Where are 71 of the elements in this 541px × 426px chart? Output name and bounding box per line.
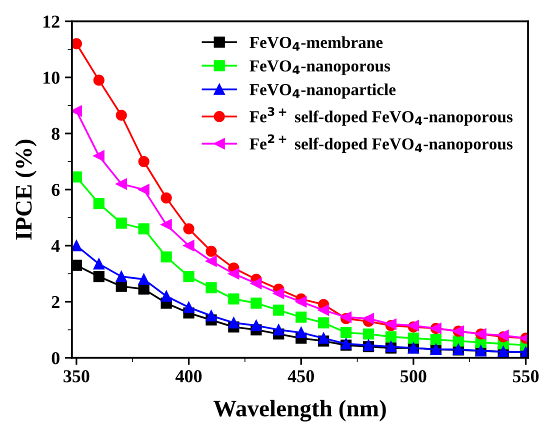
point (340, 327, 352, 338)
x-tick-label: 500 (400, 370, 426, 382)
y-tick-label: 2 (52, 296, 60, 308)
y-tick-label: 0 (52, 352, 60, 364)
point (206, 246, 217, 257)
point (183, 223, 194, 234)
point (250, 320, 262, 332)
point (138, 156, 150, 168)
point (408, 332, 419, 344)
point (93, 150, 104, 162)
point (273, 324, 284, 336)
legend-label: Fe$^{2+}$ self-doped FeVO$_{4}$-nanoporous (250, 134, 513, 153)
point (430, 334, 442, 346)
point (160, 251, 172, 262)
legend-label: FeVO$_{4}$-membrane (250, 36, 383, 51)
x-tick-label: 450 (288, 370, 314, 382)
point (296, 312, 307, 323)
point (250, 278, 262, 290)
point (72, 171, 82, 183)
point (183, 270, 194, 282)
point (72, 240, 82, 252)
point (206, 282, 217, 294)
point (273, 288, 284, 299)
point (183, 240, 194, 252)
point (160, 192, 172, 204)
point (183, 302, 194, 313)
point (228, 317, 240, 328)
y-tick-label: 8 (52, 128, 60, 140)
point (206, 256, 217, 267)
point (385, 331, 397, 342)
legend-label: FeVO$_{4}$-nanoparticle (250, 84, 396, 99)
point (93, 74, 104, 86)
point (116, 218, 127, 229)
point (296, 296, 307, 308)
point (206, 310, 217, 322)
y-tick-label: 4 (51, 240, 60, 252)
y-tick-label: 10 (44, 72, 60, 84)
x-tick-label: 550 (512, 370, 539, 382)
point (138, 223, 150, 234)
point (138, 274, 150, 285)
point (116, 178, 127, 190)
y-axis-title: IPCE (%) (15, 140, 37, 240)
x-axis-title: Wavelength (nm) (213, 400, 386, 422)
point (250, 298, 262, 309)
point (93, 270, 104, 282)
point (93, 198, 104, 210)
point (296, 327, 307, 338)
point (116, 110, 127, 121)
point (318, 332, 330, 344)
point (318, 304, 330, 316)
point (138, 184, 150, 196)
x-tick-label: 400 (175, 370, 202, 382)
y-tick-label: 6 (52, 184, 60, 196)
point (362, 328, 374, 340)
point (116, 280, 127, 292)
point (160, 290, 172, 302)
point (362, 313, 374, 324)
point (228, 268, 240, 280)
point (273, 304, 284, 316)
legend-label: Fe$^{3+}$ self-doped FeVO$_{4}$-nanoporous (250, 107, 513, 126)
point (228, 293, 240, 304)
point (72, 260, 82, 271)
point (318, 317, 330, 328)
point (72, 105, 82, 117)
y-tick-label: 12 (44, 16, 60, 28)
point (93, 258, 104, 270)
point (72, 38, 82, 50)
point (160, 219, 172, 230)
legend-label: FeVO$_{4}$-nanoporous (250, 60, 390, 75)
point (116, 270, 127, 282)
x-tick-label: 350 (64, 370, 90, 382)
